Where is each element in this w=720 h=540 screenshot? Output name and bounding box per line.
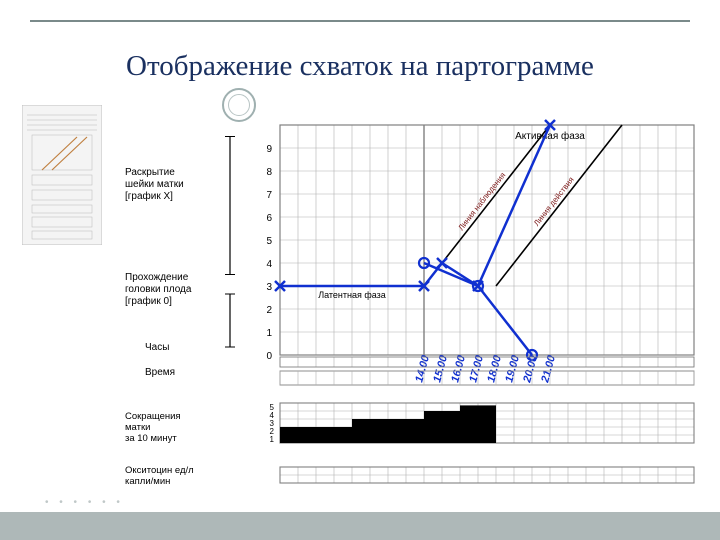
svg-text:17.00: 17.00	[467, 353, 486, 384]
svg-text:Линия действия: Линия действия	[532, 175, 576, 227]
svg-text:1: 1	[270, 435, 275, 444]
svg-text:4: 4	[266, 259, 272, 270]
top-border-bar	[0, 0, 720, 22]
svg-text:Сокращения: Сокращения	[125, 411, 181, 422]
partogram-main: 0123456789Активная фазаЛатентная фазаРас…	[120, 105, 695, 490]
svg-text:6: 6	[266, 213, 272, 224]
svg-text:4: 4	[270, 411, 275, 420]
svg-text:Прохождение: Прохождение	[125, 272, 189, 283]
svg-text:2: 2	[270, 427, 275, 436]
svg-text:3: 3	[266, 282, 272, 293]
svg-text:0: 0	[266, 351, 272, 362]
svg-text:16.00: 16.00	[449, 353, 468, 384]
svg-text:9: 9	[266, 144, 272, 155]
svg-text:5: 5	[270, 403, 275, 412]
svg-text:8: 8	[266, 167, 272, 178]
svg-text:15.00: 15.00	[431, 353, 450, 384]
svg-text:3: 3	[270, 419, 275, 428]
svg-text:Активная фаза: Активная фаза	[515, 130, 585, 142]
svg-text:Время: Время	[145, 367, 175, 378]
svg-text:21.00: 21.00	[539, 353, 558, 385]
svg-text:матки: матки	[125, 422, 150, 433]
svg-text:19.00: 19.00	[503, 353, 522, 384]
bottom-band	[0, 512, 720, 540]
svg-text:Раскрытие: Раскрытие	[125, 167, 175, 178]
svg-text:[график X]: [график X]	[125, 190, 173, 202]
svg-text:14.00: 14.00	[413, 353, 432, 384]
page-title: Отображение схваток на партограмме	[0, 50, 720, 83]
svg-text:5: 5	[266, 236, 272, 247]
svg-text:Линия наблюдения: Линия наблюдения	[456, 171, 507, 233]
svg-text:шейки матки: шейки матки	[125, 179, 184, 190]
svg-text:Часы: Часы	[145, 342, 169, 353]
svg-text:7: 7	[266, 190, 272, 201]
svg-text:[график 0]: [график 0]	[125, 295, 172, 307]
svg-text:20.00: 20.00	[521, 353, 540, 385]
partogram-thumbnail	[22, 105, 102, 245]
svg-text:2: 2	[266, 305, 272, 316]
svg-text:1: 1	[266, 328, 272, 339]
svg-text:Окситоцин ед/л: Окситоцин ед/л	[125, 465, 194, 476]
svg-text:за 10 минут: за 10 минут	[125, 433, 177, 444]
svg-text:18.00: 18.00	[485, 353, 504, 384]
svg-text:головки плода: головки плода	[125, 284, 192, 295]
footer-dots: • • • • • •	[45, 497, 124, 508]
svg-text:капли/мин: капли/мин	[125, 476, 170, 487]
svg-text:Латентная фаза: Латентная фаза	[318, 290, 386, 300]
